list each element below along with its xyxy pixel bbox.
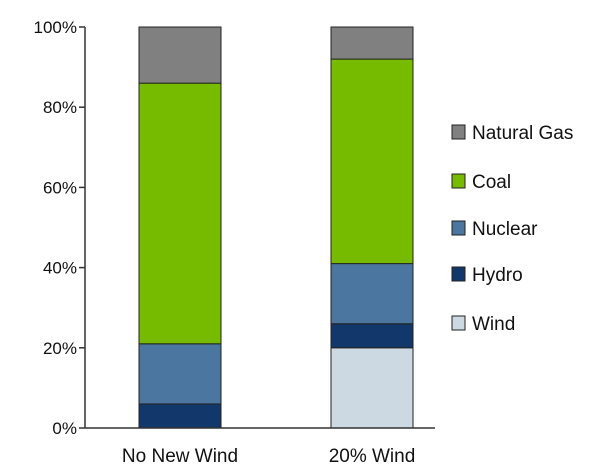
bar-segment-wind (330, 347, 414, 429)
legend-swatch (451, 124, 466, 140)
x-axis: No New Wind 20% Wind (85, 427, 435, 467)
x-category-label: 20% Wind (329, 446, 416, 467)
legend-swatch (451, 266, 466, 282)
legend-swatch (451, 173, 466, 189)
bar-segment-nuclear (330, 263, 414, 325)
bar-segment-hydro (330, 323, 414, 349)
legend-label: Hydro (472, 265, 523, 286)
bar-segment-hydro (138, 403, 222, 429)
legend-label: Nuclear (472, 219, 538, 240)
y-axis: 0% 20% 40% 60% 80% 100% (34, 18, 86, 438)
legend-label: Wind (472, 314, 515, 335)
bars (138, 26, 414, 429)
legend-label: Natural Gas (472, 123, 573, 144)
bar-segment-natural-gas (330, 26, 414, 60)
y-tick-label: 40% (43, 259, 77, 278)
y-tick-label: 80% (43, 98, 77, 117)
legend-swatch (451, 315, 466, 331)
legend-label: Coal (472, 172, 511, 193)
bar-segment-natural-gas (138, 26, 222, 84)
y-tick-label: 20% (43, 339, 77, 358)
y-tick-label: 0% (52, 419, 77, 438)
legend-swatch (451, 220, 466, 236)
y-tick-label: 60% (43, 178, 77, 197)
bar-segment-coal (330, 58, 414, 265)
y-tick-label: 100% (34, 18, 77, 37)
x-category-label: No New Wind (122, 446, 238, 467)
bar-segment-nuclear (138, 343, 222, 405)
bar-segment-coal (138, 82, 222, 345)
legend: Natural Gas Coal Nuclear Hydro Wind (451, 123, 573, 335)
